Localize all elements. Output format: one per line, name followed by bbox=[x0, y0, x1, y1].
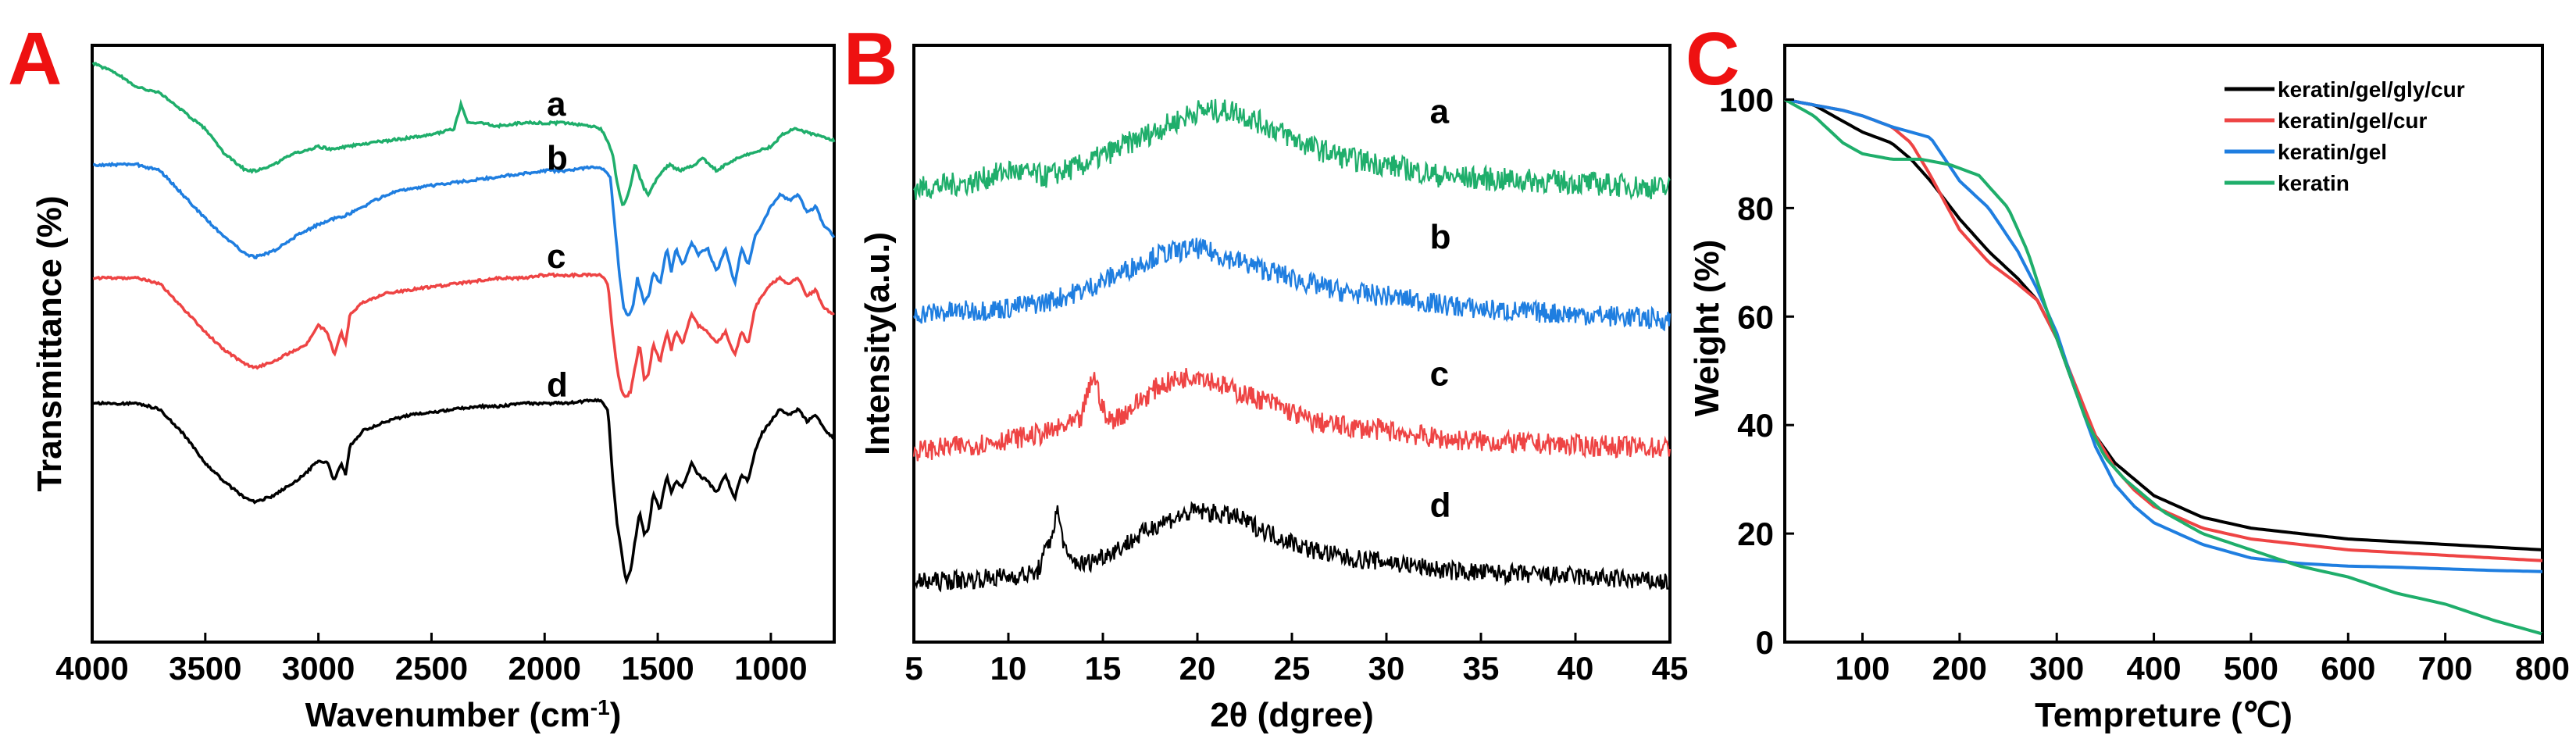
x-tick-label-b: 35 bbox=[1463, 650, 1500, 687]
x-tick-label-a: 2000 bbox=[508, 650, 581, 687]
trace-label-a-a: a bbox=[547, 85, 566, 123]
trace-label-a-d: d bbox=[547, 366, 568, 404]
x-tick-label-b: 30 bbox=[1368, 650, 1405, 687]
axis-ticks-c: 100 200 300 400 500 600 700 800 0 20 40 60 80 100 bbox=[1719, 81, 2570, 687]
trace-label-b-a: a bbox=[1430, 92, 1450, 130]
y-tick-label-c: 100 bbox=[1719, 81, 1774, 118]
y-tick-label-c: 0 bbox=[1756, 624, 1774, 661]
panel-c: C 100 200 300 400 500 600 700 800 0 20 40 60 80 100 k… bbox=[1686, 17, 2570, 734]
x-tick-label-c: 800 bbox=[2515, 650, 2570, 687]
x-tick-label-b: 45 bbox=[1652, 650, 1689, 687]
series-line-c bbox=[1784, 98, 2543, 562]
series-line-a-d bbox=[93, 398, 835, 586]
x-tick-label-c: 700 bbox=[2418, 650, 2473, 687]
x-axis-title-c: Tempreture (℃) bbox=[2035, 696, 2292, 734]
x-tick-label-c: 100 bbox=[1835, 650, 1889, 687]
series-line-c bbox=[1784, 98, 2543, 551]
x-tick-label-b: 25 bbox=[1274, 650, 1311, 687]
y-axis-title-b: Intensity(a.u.) bbox=[858, 232, 897, 455]
x-tick-label-c: 500 bbox=[2224, 650, 2278, 687]
x-tick-label-b: 40 bbox=[1557, 650, 1594, 687]
x-ticks-a: 4000 3500 3000 2500 2000 1500 1000 bbox=[55, 633, 808, 687]
x-tick-label-a: 1000 bbox=[734, 650, 807, 687]
series-group-a: ab c d bbox=[91, 61, 836, 586]
y-tick-label-c: 80 bbox=[1737, 190, 1774, 227]
x-tick-label-c: 300 bbox=[2029, 650, 2084, 687]
panel-label-b: B bbox=[844, 17, 897, 101]
x-axis-title-b: 2θ (dgree) bbox=[1210, 696, 1374, 734]
y-axis-title-a: Transmittance (%) bbox=[30, 196, 69, 492]
x-tick-label-c: 200 bbox=[1932, 650, 1987, 687]
series-line-a-c bbox=[92, 272, 835, 398]
x-tick-label-c: 600 bbox=[2321, 650, 2375, 687]
series-line-a-b bbox=[92, 161, 836, 317]
panel-b: B a b c d 5 10 15 20 25 30 35 40 45 2θ (dgree) Inte… bbox=[844, 17, 1688, 734]
x-tick-label-a: 2500 bbox=[395, 650, 468, 687]
x-tick-label-a: 1500 bbox=[621, 650, 694, 687]
y-tick-label-c: 20 bbox=[1737, 516, 1774, 552]
legend-label: keratin bbox=[2278, 171, 2349, 195]
series-line-b-c bbox=[912, 368, 1672, 462]
trace-label-b-d: d bbox=[1430, 487, 1451, 525]
x-ticks-b: 5 10 15 20 25 30 35 40 45 bbox=[904, 633, 1688, 687]
trace-label-b-c: c bbox=[1430, 355, 1449, 393]
legend-label: keratin/gel/cur bbox=[2278, 109, 2428, 133]
series-line-c bbox=[1784, 98, 2543, 636]
panel-a: A ab c d 4000 3500 3000 2500 2000 1500 1000 Wave… bbox=[8, 17, 836, 735]
panel-label-c: C bbox=[1686, 17, 1739, 101]
trace-label-a-c: c bbox=[547, 237, 566, 276]
plot-frame-a bbox=[91, 44, 836, 644]
x-tick-label-b: 15 bbox=[1085, 650, 1122, 687]
x-tick-label-b: 10 bbox=[990, 650, 1027, 687]
series-line-b-a bbox=[913, 98, 1671, 201]
trace-label-b-b: b bbox=[1430, 218, 1451, 256]
series-line-c bbox=[1784, 98, 2543, 573]
x-axis-title-a: Wavenumber (cm-1) bbox=[305, 695, 622, 735]
plot-frame-c bbox=[1783, 44, 2544, 644]
x-tick-label-a: 3000 bbox=[282, 650, 355, 687]
series-group-b: a b c d bbox=[912, 92, 1672, 593]
panel-label-a: A bbox=[8, 17, 62, 101]
legend-label: keratin/gel bbox=[2278, 140, 2387, 164]
series-line-b-b bbox=[912, 237, 1672, 332]
trace-label-a-b: b bbox=[547, 139, 568, 177]
legend-c: keratin/gel/gly/cur keratin/gel/cur kerati… bbox=[2225, 77, 2465, 195]
y-tick-label-c: 60 bbox=[1737, 298, 1774, 335]
x-tick-label-a: 3500 bbox=[169, 650, 241, 687]
series-group-c bbox=[1784, 98, 2543, 636]
y-tick-label-c: 40 bbox=[1737, 407, 1774, 444]
series-line-a-a bbox=[91, 61, 836, 206]
x-tick-label-b: 5 bbox=[904, 650, 922, 687]
legend-label: keratin/gel/gly/cur bbox=[2278, 77, 2465, 102]
series-line-b-d bbox=[912, 501, 1672, 593]
y-axis-title-c: Weight (%) bbox=[1688, 240, 1726, 417]
x-tick-label-c: 400 bbox=[2127, 650, 2182, 687]
x-tick-label-a: 4000 bbox=[55, 650, 128, 687]
x-tick-label-b: 20 bbox=[1179, 650, 1216, 687]
